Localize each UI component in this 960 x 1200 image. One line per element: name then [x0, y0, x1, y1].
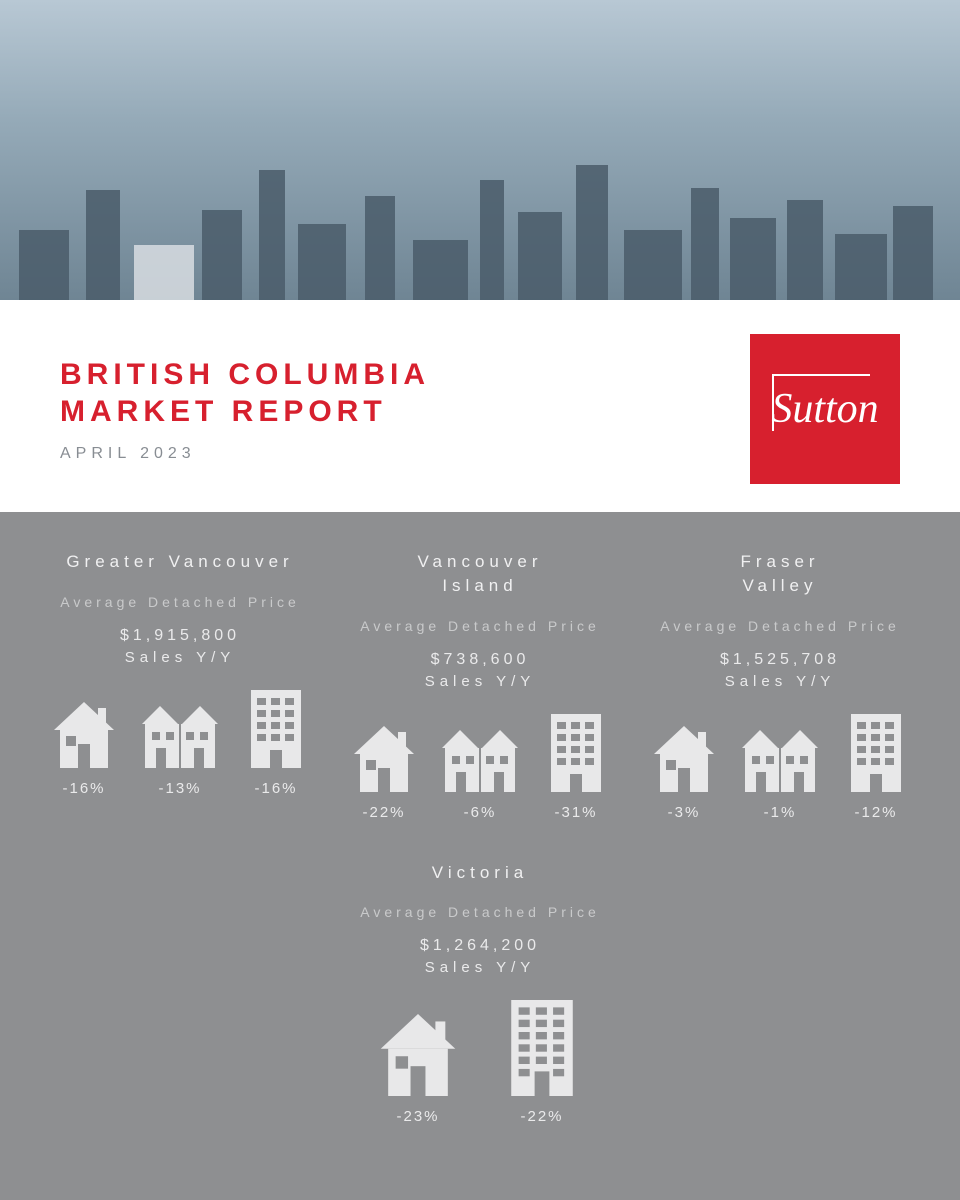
region-name: Victoria: [333, 861, 628, 885]
pct-townhouse: -6%: [439, 804, 521, 821]
detached-icon: [343, 726, 425, 792]
pct-row: -22% -6% -31%: [340, 804, 620, 821]
sutton-logo: Sutton: [750, 334, 900, 484]
detached-icon: [43, 702, 125, 768]
logo-text: Sutton: [771, 385, 878, 433]
data-area: Greater Vancouver Average Detached Price…: [0, 512, 960, 1200]
pct-condo: -16%: [235, 780, 317, 797]
pct-condo: -12%: [835, 804, 917, 821]
report-date: APRIL 2023: [60, 445, 430, 463]
metric-label: Average Detached Price: [340, 616, 620, 637]
region-name: Vancouver Island: [340, 550, 620, 598]
region-greater-vancouver: Greater Vancouver Average Detached Price…: [40, 550, 320, 821]
sales-label: Sales Y/Y: [640, 673, 920, 690]
region-vancouver-island: Vancouver Island Average Detached Price …: [340, 550, 620, 821]
detached-icon: [643, 726, 725, 792]
title-band: BRITISH COLUMBIA MARKET REPORT APRIL 202…: [0, 300, 960, 512]
pct-condo: -31%: [535, 804, 617, 821]
pct-condo: -22%: [487, 1108, 597, 1125]
townhouse-icon: [139, 702, 221, 768]
sales-label: Sales Y/Y: [333, 959, 628, 976]
sales-label: Sales Y/Y: [40, 649, 320, 666]
townhouse-icon: [439, 726, 521, 792]
price-value: $1,264,200: [333, 937, 628, 955]
condo-icon: [535, 714, 617, 792]
condo-icon: [235, 690, 317, 768]
townhouse-icon: [739, 726, 821, 792]
region-fraser-valley: Fraser Valley Average Detached Price $1,…: [640, 550, 920, 821]
price-value: $1,525,708: [640, 651, 920, 669]
detached-icon: [363, 1014, 473, 1096]
pct-townhouse: -1%: [739, 804, 821, 821]
price-value: $1,915,800: [40, 627, 320, 645]
title-line2: MARKET REPORT: [60, 393, 430, 431]
report-title: BRITISH COLUMBIA MARKET REPORT: [60, 356, 430, 431]
metric-label: Average Detached Price: [640, 616, 920, 637]
region-name: Greater Vancouver: [40, 550, 320, 574]
title-line1: BRITISH COLUMBIA: [60, 356, 430, 394]
sales-label: Sales Y/Y: [340, 673, 620, 690]
metric-label: Average Detached Price: [40, 592, 320, 613]
pct-detached: -22%: [343, 804, 425, 821]
pct-townhouse: -13%: [139, 780, 221, 797]
icon-row: [340, 714, 620, 792]
condo-icon: [835, 714, 917, 792]
region-row-2: Victoria Average Detached Price $1,264,2…: [40, 861, 920, 1126]
title-block: BRITISH COLUMBIA MARKET REPORT APRIL 202…: [60, 356, 430, 463]
icon-row: [640, 714, 920, 792]
icon-row: [333, 1000, 628, 1096]
pct-detached: -23%: [363, 1108, 473, 1125]
pct-detached: -16%: [43, 780, 125, 797]
pct-detached: -3%: [643, 804, 725, 821]
skyline-silhouette: [0, 160, 960, 300]
price-value: $738,600: [340, 651, 620, 669]
pct-row: -3% -1% -12%: [640, 804, 920, 821]
condo-icon: [487, 1000, 597, 1096]
pct-row: -16% -13% -16%: [40, 780, 320, 797]
region-victoria: Victoria Average Detached Price $1,264,2…: [333, 861, 628, 1126]
region-row-1: Greater Vancouver Average Detached Price…: [40, 550, 920, 821]
hero-skyline: [0, 0, 960, 300]
pct-row: -23% -22%: [333, 1108, 628, 1125]
metric-label: Average Detached Price: [333, 902, 628, 923]
icon-row: [40, 690, 320, 768]
region-name: Fraser Valley: [640, 550, 920, 598]
